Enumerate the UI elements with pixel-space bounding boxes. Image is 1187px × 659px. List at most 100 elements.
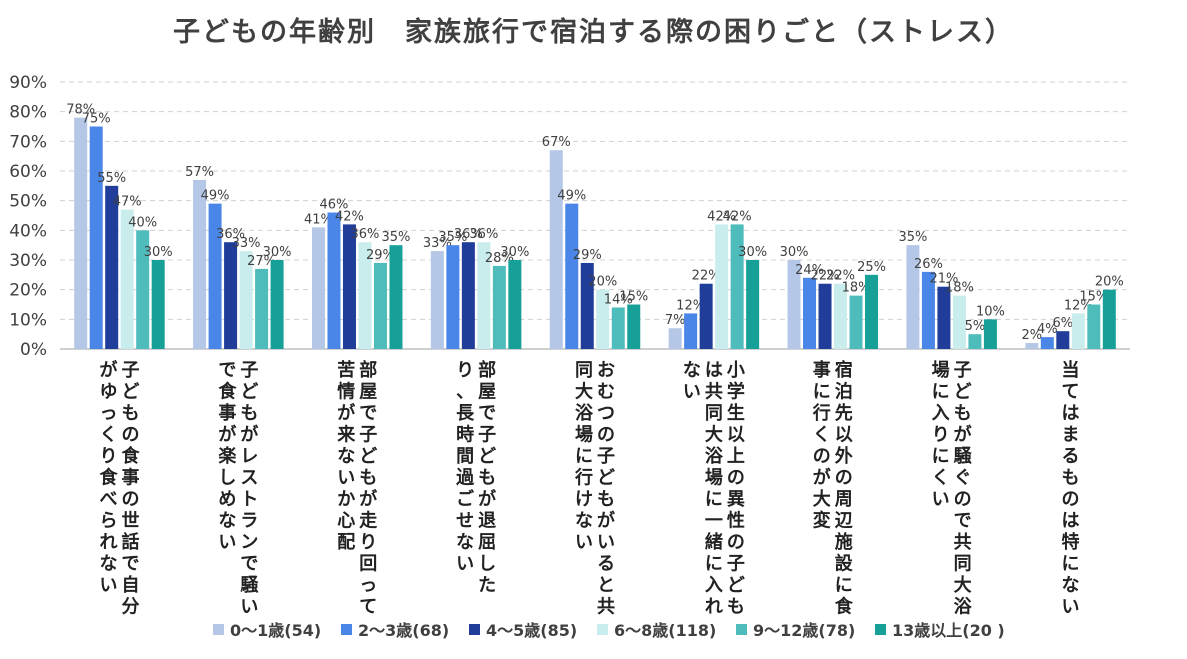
bar bbox=[311, 227, 325, 349]
y-tick-label: 90% bbox=[9, 73, 47, 93]
data-label: 4% bbox=[1037, 322, 1058, 337]
data-label: 30% bbox=[738, 245, 767, 260]
bar bbox=[684, 313, 698, 349]
data-label: 36% bbox=[454, 227, 483, 242]
data-label: 5% bbox=[965, 319, 986, 334]
bar bbox=[120, 209, 134, 349]
y-tick-label: 20% bbox=[9, 281, 47, 301]
bar bbox=[983, 319, 997, 349]
bar bbox=[952, 295, 966, 349]
data-label: 47% bbox=[113, 195, 142, 210]
data-label: 18% bbox=[842, 281, 871, 296]
data-label: 67% bbox=[542, 135, 571, 150]
data-label: 42% bbox=[335, 209, 364, 224]
bar bbox=[1102, 289, 1116, 349]
bar bbox=[921, 271, 935, 349]
bar bbox=[136, 230, 150, 349]
data-label: 30% bbox=[500, 245, 529, 260]
bar bbox=[818, 283, 832, 349]
data-label: 35% bbox=[382, 230, 411, 245]
data-label: 42% bbox=[707, 209, 736, 224]
bar bbox=[865, 274, 879, 349]
bar bbox=[430, 251, 444, 349]
bar bbox=[611, 307, 625, 349]
x-tick-label: は共同大浴場に一緒に入れ bbox=[705, 360, 724, 618]
bar bbox=[105, 185, 119, 349]
y-tick-label: 0% bbox=[20, 340, 47, 360]
x-tick-label: 宿泊先以外の周辺施設に食 bbox=[834, 359, 854, 618]
legend-label: 13歳以上(20 ) bbox=[892, 621, 1005, 640]
bar bbox=[699, 283, 713, 349]
x-tick-label: 子どもがレストランで騒い bbox=[240, 360, 259, 618]
bar bbox=[224, 242, 238, 349]
bar bbox=[549, 150, 563, 349]
data-label: 27% bbox=[247, 254, 276, 269]
x-tick-label: 場に入りにくい bbox=[932, 360, 950, 510]
bar bbox=[358, 242, 372, 349]
bar bbox=[1025, 343, 1039, 349]
data-label: 29% bbox=[573, 248, 602, 263]
data-label: 36% bbox=[469, 227, 498, 242]
y-tick-label: 80% bbox=[9, 103, 47, 123]
bar bbox=[906, 245, 920, 349]
bar bbox=[596, 289, 610, 349]
data-label: 22% bbox=[692, 269, 721, 284]
x-tick-label: 同大浴場に行けない bbox=[574, 360, 594, 553]
data-label: 26% bbox=[914, 257, 943, 272]
data-label: 49% bbox=[201, 189, 230, 204]
x-tick-label: 部屋で子どもが退屈した bbox=[478, 359, 496, 596]
x-tick-label: ない bbox=[683, 360, 701, 403]
data-label: 35% bbox=[898, 230, 927, 245]
bar bbox=[373, 262, 387, 349]
bar bbox=[580, 262, 594, 349]
data-label: 78% bbox=[66, 103, 95, 118]
data-label: 33% bbox=[423, 236, 452, 251]
x-tick-label: 子どもの食事の世話で自分 bbox=[120, 360, 140, 618]
data-label: 7% bbox=[665, 313, 686, 328]
bar bbox=[834, 283, 848, 349]
y-tick-label: 60% bbox=[9, 162, 47, 182]
bar bbox=[715, 224, 729, 349]
data-label: 46% bbox=[320, 198, 349, 213]
data-label: 12% bbox=[1064, 298, 1093, 313]
data-label: 2% bbox=[1021, 328, 1042, 343]
bar bbox=[937, 286, 951, 349]
x-tick-label: 事に行くのが大変 bbox=[812, 359, 831, 532]
bar bbox=[627, 304, 641, 349]
bar bbox=[270, 260, 284, 349]
data-label: 22% bbox=[811, 269, 840, 284]
chart-title: 子どもの年齢別 家族旅行で宿泊する際の困りごと（ストレス） bbox=[173, 17, 1014, 48]
data-label: 14% bbox=[604, 292, 633, 307]
bar bbox=[89, 126, 103, 349]
data-label: 25% bbox=[857, 260, 886, 275]
x-tick-label: で食事が楽しめない bbox=[217, 360, 237, 553]
bar bbox=[492, 265, 506, 349]
y-tick-label: 50% bbox=[9, 192, 47, 212]
x-tick-label: 部屋で子どもが走り回って bbox=[359, 359, 377, 618]
bar bbox=[849, 295, 863, 349]
data-label: 20% bbox=[1095, 275, 1124, 290]
data-label: 75% bbox=[82, 112, 111, 127]
data-label: 40% bbox=[128, 215, 157, 230]
legend-swatch bbox=[213, 624, 224, 635]
bar bbox=[787, 260, 801, 349]
x-tick-label: おむつの子どもがいると共 bbox=[597, 360, 615, 618]
data-label: 20% bbox=[588, 275, 617, 290]
x-tick-label: 当てはまるものは特にない bbox=[1062, 359, 1080, 618]
legend-swatch bbox=[597, 624, 608, 635]
x-tick-label: 苦情が来ないか心配 bbox=[336, 359, 356, 553]
legend-label: 2～3歳(68) bbox=[358, 621, 449, 640]
bar bbox=[803, 277, 817, 349]
bar bbox=[151, 260, 165, 349]
data-label: 35% bbox=[438, 230, 467, 245]
bar bbox=[239, 251, 253, 349]
x-tick-label: 小学生以上の異性の子ども bbox=[727, 360, 745, 618]
bar bbox=[477, 242, 491, 349]
data-label: 18% bbox=[945, 281, 974, 296]
y-tick-label: 10% bbox=[9, 310, 47, 330]
bar bbox=[746, 260, 760, 349]
y-tick-label: 30% bbox=[9, 251, 47, 271]
data-label: 30% bbox=[780, 245, 809, 260]
